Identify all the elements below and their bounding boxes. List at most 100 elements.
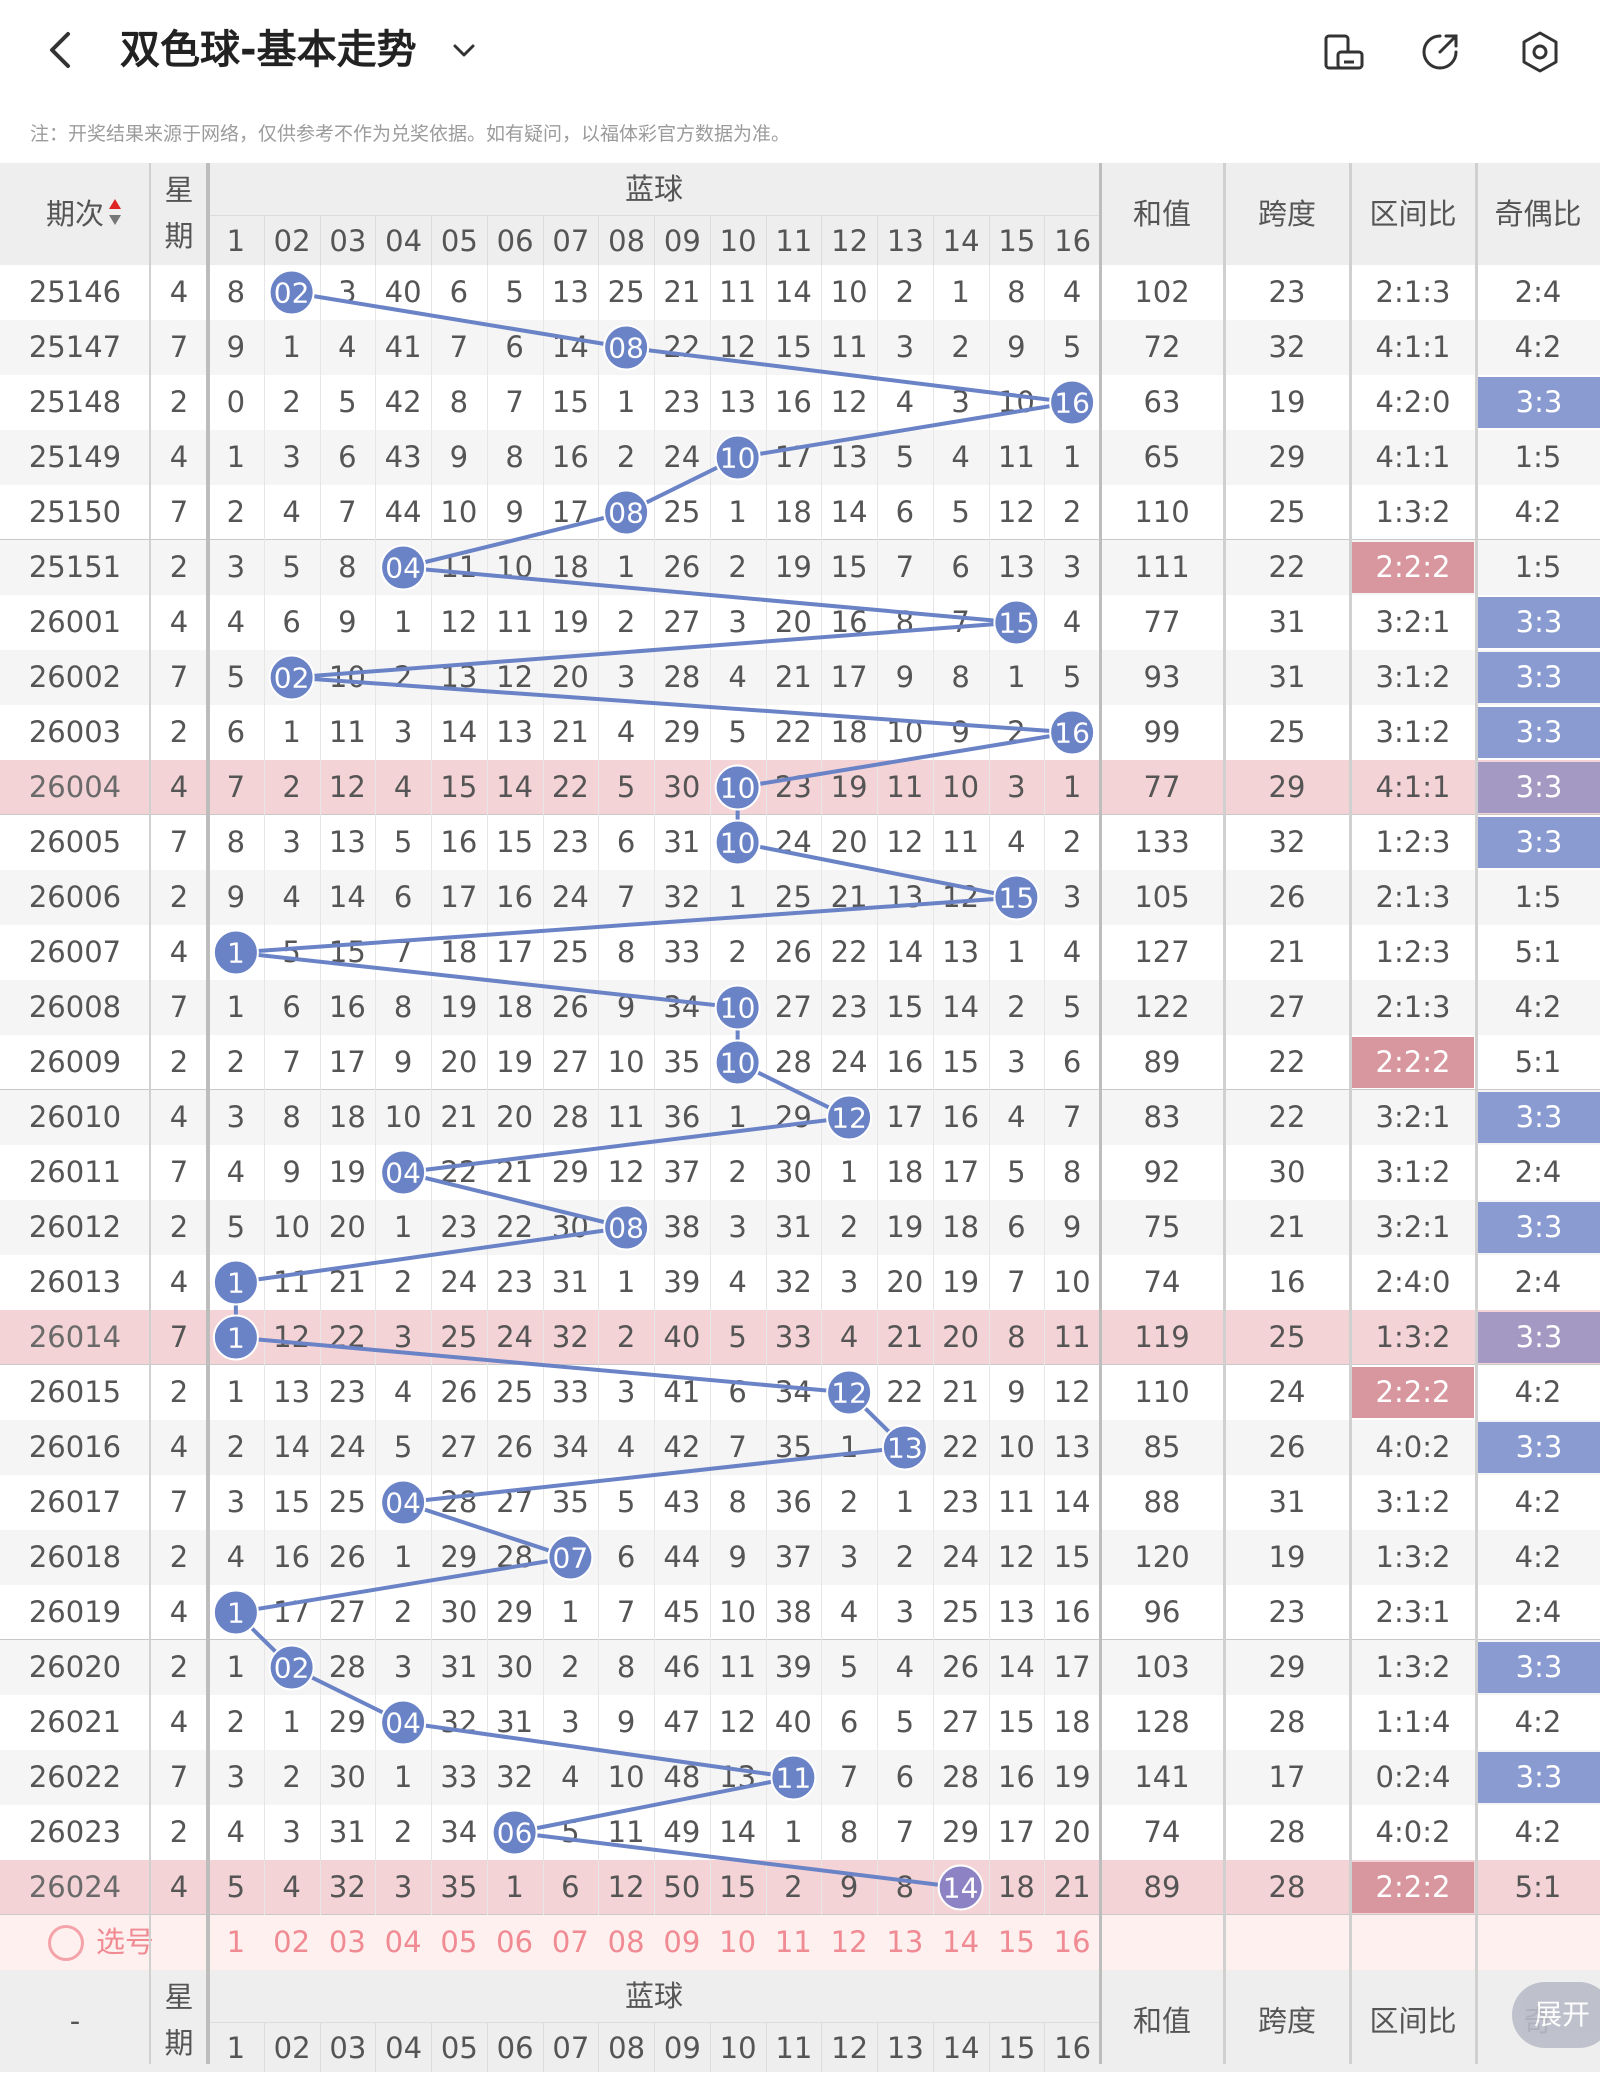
sum-cell: 93 bbox=[1143, 660, 1181, 694]
ball-miss-cell: 21 bbox=[440, 1100, 478, 1134]
select-circle-icon[interactable] bbox=[48, 1925, 84, 1961]
ball-miss-cell: 20 bbox=[1053, 1815, 1091, 1849]
select-ball[interactable]: 1 bbox=[226, 1925, 246, 1959]
select-ball[interactable]: 11 bbox=[774, 1925, 812, 1959]
ball-miss-cell: 3 bbox=[895, 330, 915, 364]
page-title[interactable]: 双色球-基本走势 bbox=[120, 27, 417, 73]
ball-miss-cell: 10 bbox=[997, 385, 1035, 419]
span-cell: 19 bbox=[1268, 385, 1306, 419]
span-cell: 23 bbox=[1268, 275, 1306, 309]
week-cell: 4 bbox=[169, 275, 189, 309]
ball-miss-cell: 11 bbox=[997, 1485, 1035, 1519]
footer-zone-header: 区间比 bbox=[1369, 2004, 1457, 2038]
period-cell: 26007 bbox=[28, 935, 122, 969]
ball-col-header: 15 bbox=[988, 215, 1045, 265]
ball-col-header: 07 bbox=[542, 2022, 599, 2072]
ball-miss-cell: 11 bbox=[328, 715, 366, 749]
select-ball[interactable]: 07 bbox=[551, 1925, 589, 1959]
ball-miss-cell: 15 bbox=[997, 1705, 1035, 1739]
ball-miss-cell: 12 bbox=[719, 330, 757, 364]
ball-miss-cell: 1 bbox=[505, 1870, 524, 1904]
ball-miss-cell: 5 bbox=[393, 1430, 413, 1464]
select-ball[interactable]: 04 bbox=[384, 1925, 422, 1959]
ball-miss-cell: 3 bbox=[1062, 550, 1082, 584]
ball-miss-cell: 36 bbox=[663, 1100, 701, 1134]
period-cell: 26001 bbox=[28, 605, 122, 639]
select-ball[interactable]: 15 bbox=[997, 1925, 1035, 1959]
ball-col-header: 02 bbox=[263, 215, 320, 265]
settings-icon[interactable] bbox=[1516, 28, 1564, 76]
select-ball[interactable]: 10 bbox=[719, 1925, 757, 1959]
ball-miss-cell: 10 bbox=[607, 1045, 645, 1079]
select-label[interactable]: 选号 bbox=[96, 1925, 155, 1959]
sum-cell: 99 bbox=[1143, 715, 1181, 749]
ball-miss-cell: 11 bbox=[440, 550, 478, 584]
footer-period-header[interactable]: - bbox=[69, 2004, 81, 2038]
week-cell: 7 bbox=[169, 330, 189, 364]
ball-miss-cell: 26 bbox=[328, 1540, 366, 1574]
select-ball[interactable]: 06 bbox=[496, 1925, 534, 1959]
ball-miss-cell: 5 bbox=[1062, 330, 1082, 364]
ball-miss-cell: 8 bbox=[1062, 1155, 1082, 1189]
span-cell: 21 bbox=[1268, 935, 1306, 969]
ball-miss-cell: 24 bbox=[830, 1045, 868, 1079]
ball-miss-cell: 48 bbox=[663, 1760, 701, 1794]
sum-cell: 122 bbox=[1134, 990, 1190, 1024]
ball-miss-cell: 5 bbox=[951, 495, 970, 529]
select-ball[interactable]: 16 bbox=[1053, 1925, 1091, 1959]
select-ball[interactable]: 03 bbox=[328, 1925, 366, 1959]
rotate-screen-icon[interactable] bbox=[1320, 28, 1368, 76]
ball-miss-cell: 22 bbox=[886, 1375, 924, 1409]
expand-button[interactable]: 展开 bbox=[1512, 1982, 1600, 2048]
parity-cell: 3:3 bbox=[1478, 597, 1600, 648]
select-ball[interactable]: 12 bbox=[830, 1925, 868, 1959]
select-ball[interactable]: 08 bbox=[607, 1925, 645, 1959]
period-header[interactable]: 期次 bbox=[45, 197, 104, 231]
parity-cell: 3:3 bbox=[1478, 652, 1600, 703]
period-cell: 26015 bbox=[28, 1375, 122, 1409]
ball-miss-cell: 4 bbox=[1062, 935, 1082, 969]
ball-miss-cell: 7 bbox=[226, 770, 246, 804]
ball-miss-cell: 12 bbox=[607, 1155, 645, 1189]
span-cell: 25 bbox=[1268, 715, 1306, 749]
select-ball[interactable]: 02 bbox=[273, 1925, 311, 1959]
back-icon[interactable] bbox=[40, 28, 84, 72]
share-icon[interactable] bbox=[1416, 28, 1464, 76]
parity-cell: 5:1 bbox=[1514, 935, 1562, 969]
select-ball[interactable]: 05 bbox=[440, 1925, 478, 1959]
ball-miss-cell: 10 bbox=[886, 715, 924, 749]
span-cell: 26 bbox=[1268, 1430, 1306, 1464]
parity-cell: 2:4 bbox=[1514, 1155, 1562, 1189]
sum-cell: 88 bbox=[1143, 1485, 1181, 1519]
ball-miss-cell: 13 bbox=[997, 1595, 1035, 1629]
period-cell: 25148 bbox=[28, 385, 122, 419]
span-cell: 29 bbox=[1268, 770, 1306, 804]
parity-cell: 3:3 bbox=[1478, 1752, 1600, 1803]
ball-miss-cell: 2 bbox=[1062, 495, 1082, 529]
ball-miss-cell: 21 bbox=[496, 1155, 534, 1189]
dropdown-chevron-icon[interactable] bbox=[448, 34, 480, 66]
select-ball[interactable]: 09 bbox=[663, 1925, 701, 1959]
ball-miss-cell: 7 bbox=[616, 1595, 636, 1629]
ball-miss-cell: 16 bbox=[774, 385, 812, 419]
sort-arrows-icon[interactable] bbox=[108, 197, 122, 227]
ball-miss-cell: 40 bbox=[774, 1705, 812, 1739]
zone-cell: 3:1:2 bbox=[1375, 660, 1451, 694]
ball-miss-cell: 2 bbox=[895, 275, 915, 309]
ball-miss-cell: 2 bbox=[282, 1760, 301, 1794]
ball-miss-cell: 16 bbox=[1053, 1595, 1091, 1629]
select-ball[interactable]: 14 bbox=[942, 1925, 980, 1959]
ball-miss-cell: 18 bbox=[997, 1870, 1035, 1904]
ball-miss-cell: 5 bbox=[1062, 660, 1082, 694]
ball-miss-cell: 33 bbox=[551, 1375, 589, 1409]
ball-miss-cell: 9 bbox=[1007, 1375, 1026, 1409]
ball-miss-cell: 9 bbox=[951, 715, 970, 749]
week-cell: 7 bbox=[169, 1320, 189, 1354]
ball-miss-cell: 12 bbox=[719, 1705, 757, 1739]
title-bar: 双色球-基本走势 bbox=[0, 0, 1600, 110]
ball-miss-cell: 3 bbox=[226, 1485, 246, 1519]
ball-miss-cell: 11 bbox=[496, 605, 534, 639]
ball-miss-cell: 25 bbox=[942, 1595, 980, 1629]
ball-miss-cell: 7 bbox=[393, 935, 413, 969]
select-ball[interactable]: 13 bbox=[886, 1925, 924, 1959]
